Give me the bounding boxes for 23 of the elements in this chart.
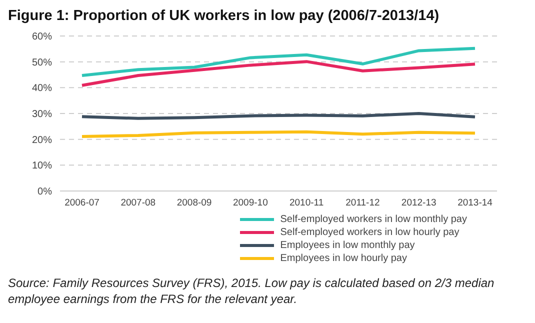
y-tick-label: 0% (38, 186, 52, 198)
y-tick-label: 10% (32, 160, 52, 172)
chart-title: Figure 1: Proportion of UK workers in low pay (2006/7-2013/14) (8, 8, 440, 24)
y-tick-label: 50% (32, 57, 52, 68)
x-tick-label: 2006-07 (64, 198, 100, 209)
x-tick-label: 2011-12 (346, 198, 380, 209)
legend-label: Self-employed workers in low monthly pay (280, 213, 467, 226)
line-series (80, 60, 476, 87)
legend-label: Employees in low hourly pay (280, 252, 407, 265)
x-tick-label: 2010-11 (289, 198, 324, 209)
x-tick-label: 2012-13 (401, 198, 436, 209)
y-tick-label: 30% (32, 109, 52, 120)
legend-label: Self-employed workers in low hourly pay (280, 226, 460, 239)
x-tick-label: 2013-14 (458, 198, 492, 209)
y-tick-label: 20% (32, 134, 52, 146)
legend-label: Employees in low monthly pay (280, 239, 415, 252)
y-tick-label: 60% (32, 32, 52, 43)
line-series (80, 46, 476, 78)
source-note: Source: Family Resources Survey (FRS), 2015. Low pay is calculated based on 2/3 median employee earnings from the FRS for the relevant year. (8, 275, 496, 307)
y-tick-label: 40% (32, 83, 52, 94)
x-tick-label: 2007-08 (120, 198, 156, 209)
x-tick-label: 2008-09 (176, 198, 212, 209)
x-tick-label: 2009-10 (232, 198, 268, 209)
